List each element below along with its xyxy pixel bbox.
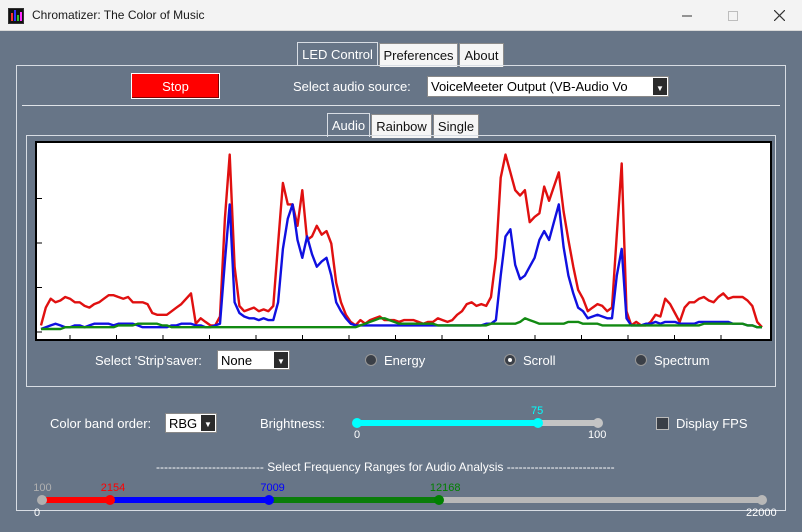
- stop-button[interactable]: Stop: [131, 73, 220, 99]
- audio-source-select[interactable]: VoiceMeeter Output (VB-Audio Vo ▼: [427, 76, 669, 97]
- chevron-down-icon[interactable]: ▼: [653, 78, 667, 95]
- tab-led-control[interactable]: LED Control: [297, 42, 378, 66]
- audio-source-label: Select audio source:: [293, 79, 411, 94]
- color-band-value: RBG: [169, 415, 198, 431]
- tab-audio[interactable]: Audio: [327, 113, 370, 137]
- window-title: Chromatizer: The Color of Music: [32, 8, 205, 22]
- color-band-select[interactable]: RBG ▼: [165, 413, 217, 433]
- radio-energy[interactable]: [365, 354, 377, 366]
- display-fps-checkbox[interactable]: [656, 417, 669, 430]
- radio-scroll[interactable]: [504, 354, 516, 366]
- brightness-min-handle: [352, 418, 362, 428]
- title-bar: [0, 0, 802, 31]
- display-fps-label: Display FPS: [676, 416, 748, 431]
- maximize-button[interactable]: [710, 0, 756, 31]
- audio-source-value: VoiceMeeter Output (VB-Audio Vo: [431, 79, 628, 94]
- brightness-min: 0: [354, 429, 361, 441]
- spectrum-chart: [35, 141, 772, 341]
- led-control-panel: [16, 65, 786, 511]
- radio-energy-label: Energy: [384, 353, 426, 368]
- app-icon: [8, 8, 24, 24]
- frequency-min: 0: [34, 507, 41, 519]
- stripsaver-label: Select 'Strip'saver:: [95, 353, 202, 368]
- tab-about[interactable]: About: [459, 43, 504, 67]
- brightness-value: 75: [531, 405, 544, 417]
- radio-scroll-label: Scroll: [523, 353, 556, 368]
- minimize-button[interactable]: [664, 0, 710, 31]
- series-line-0: [39, 153, 763, 329]
- color-band-label: Color band order:: [50, 416, 152, 431]
- radio-spectrum[interactable]: [635, 354, 647, 366]
- stripsaver-value: None: [221, 352, 253, 368]
- frequency-max: 22000: [746, 507, 777, 519]
- brightness-max-handle: [593, 418, 603, 428]
- tab-single[interactable]: Single: [433, 114, 479, 138]
- minimize-icon: [682, 15, 692, 16]
- audio-panel: [26, 135, 776, 387]
- maximize-icon: [728, 10, 738, 21]
- series-line-2: [41, 317, 762, 331]
- brightness-handle[interactable]: [532, 418, 543, 428]
- radio-spectrum-label: Spectrum: [654, 353, 710, 368]
- close-icon: [773, 10, 785, 21]
- series-line-1: [40, 203, 762, 331]
- brightness-fill: [357, 420, 538, 426]
- divider: [22, 105, 780, 106]
- tab-preferences[interactable]: Preferences: [379, 43, 458, 67]
- frequency-title: --------------------------- Select Frequ…: [156, 460, 615, 474]
- stripsaver-select[interactable]: None ▼: [217, 350, 290, 370]
- brightness-label: Brightness:: [260, 416, 326, 431]
- brightness-max: 100: [588, 429, 607, 441]
- chevron-down-icon[interactable]: ▼: [201, 415, 215, 431]
- tab-rainbow[interactable]: Rainbow: [371, 114, 432, 138]
- spectrum-chart-svg: [37, 153, 763, 339]
- close-button[interactable]: [756, 0, 802, 31]
- chevron-down-icon[interactable]: ▼: [274, 352, 288, 368]
